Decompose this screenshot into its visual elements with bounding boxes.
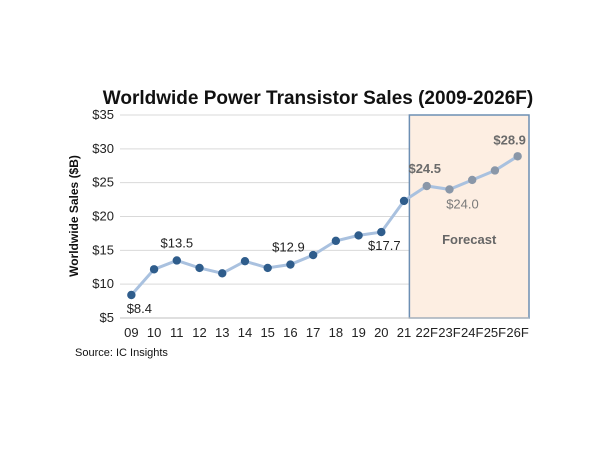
x-tick-label: 09: [124, 325, 138, 340]
y-tick-label: $10: [92, 276, 114, 291]
data-label: $17.7: [368, 238, 401, 253]
x-tick-label: 23F: [438, 325, 460, 340]
y-tick-label: $35: [92, 107, 114, 122]
axes: $5 $10 $15 $20 $25 $30 $35 09 10 11 12 13 14 15 16 17 18…: [92, 107, 529, 340]
actual-point: [286, 260, 295, 269]
data-labels: $8.4 $13.5 $12.9 $17.7 $24.5 $24.0 $28.9: [127, 132, 526, 316]
forecast-point: [490, 166, 500, 175]
data-label: $24.0: [446, 196, 479, 211]
actual-point: [354, 231, 363, 240]
actual-point: [172, 256, 182, 265]
forecast-label: Forecast: [442, 232, 497, 247]
y-tick-label: $25: [92, 175, 114, 190]
x-tick-label: 16: [283, 325, 297, 340]
x-tick-label: 12: [192, 325, 206, 340]
actual-point: [195, 263, 204, 273]
y-tick-label: $30: [92, 141, 114, 156]
forecast-point: [445, 185, 454, 194]
x-tick-label: 22F: [416, 325, 438, 340]
x-tick-label: 19: [351, 325, 365, 340]
y-tick-label: $15: [92, 242, 114, 257]
data-label: $28.9: [493, 132, 526, 147]
y-tick-label: $5: [100, 310, 114, 325]
forecast-point: [467, 175, 477, 185]
forecast-point: [422, 181, 431, 191]
actual-point: [399, 196, 409, 206]
data-label: $12.9: [272, 240, 305, 255]
data-label: $8.4: [127, 301, 152, 316]
data-label: $13.5: [161, 235, 194, 250]
actual-point: [218, 269, 227, 278]
x-tick-label: 24F: [461, 325, 483, 340]
x-tick-label: 13: [215, 325, 229, 340]
x-tick-label: 20: [374, 325, 388, 340]
x-tick-label: 14: [238, 325, 252, 340]
x-tick-label: 21: [397, 325, 411, 340]
data-label: $24.5: [408, 161, 441, 176]
actual-point: [331, 236, 341, 246]
x-tick-label: 26F: [506, 325, 528, 340]
actual-point: [149, 265, 159, 274]
actual-point: [377, 227, 386, 237]
x-tick-label: 15: [260, 325, 274, 340]
forecast-point: [513, 152, 522, 161]
x-tick-label: 17: [306, 325, 320, 340]
x-tick-label: 25F: [484, 325, 506, 340]
chart-title: Worldwide Power Transistor Sales (2009-2…: [103, 88, 533, 109]
actual-point: [127, 290, 136, 300]
actual-point: [240, 256, 250, 266]
y-axis-label: Worldwide Sales ($B): [67, 155, 81, 277]
source-note: Source: IC Insights: [75, 347, 168, 359]
series-actual-and-forecast: [127, 152, 522, 300]
y-tick-label: $20: [92, 209, 114, 224]
actual-point: [263, 263, 272, 273]
x-tick-label: 11: [170, 325, 184, 340]
actual-point: [308, 250, 318, 260]
x-tick-label: 10: [147, 325, 161, 340]
x-tick-label: 18: [329, 325, 343, 340]
